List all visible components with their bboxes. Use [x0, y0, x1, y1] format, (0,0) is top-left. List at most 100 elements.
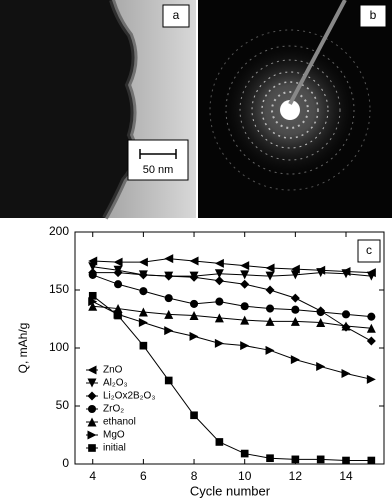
marker: [164, 309, 174, 319]
marker: [138, 307, 148, 317]
marker: [215, 438, 224, 446]
legend-marker: [87, 417, 97, 427]
marker: [214, 338, 224, 348]
marker: [265, 345, 275, 355]
x-tick-label: 8: [191, 469, 198, 483]
marker: [164, 294, 173, 303]
scale-bar-label: 50 nm: [143, 164, 174, 176]
marker: [342, 456, 350, 465]
marker: [290, 270, 300, 280]
marker: [240, 315, 250, 325]
marker: [88, 301, 98, 311]
marker: [341, 369, 351, 379]
legend-marker: [88, 444, 96, 452]
marker: [114, 311, 122, 320]
legend-marker: [87, 404, 97, 414]
marker: [214, 269, 224, 279]
legend-label: ethanol: [103, 417, 136, 428]
marker: [189, 272, 199, 282]
marker: [341, 269, 351, 279]
marker: [265, 263, 275, 273]
marker: [265, 271, 275, 281]
x-tick-label: 10: [238, 469, 252, 483]
chart: c Cycle number Q, mAh/g 0 50 100 150 200 4 6 8 1…: [16, 224, 385, 498]
series-line: [92, 272, 372, 342]
marker: [189, 331, 199, 341]
marker: [215, 297, 224, 306]
marker: [341, 310, 351, 319]
marker: [291, 305, 300, 314]
marker: [164, 326, 174, 336]
marker: [240, 449, 249, 458]
marker: [366, 336, 376, 346]
marker: [189, 299, 199, 308]
marker: [316, 455, 325, 464]
marker: [139, 287, 148, 296]
marker: [164, 376, 173, 385]
tem-image: a 50 nm: [0, 0, 196, 220]
y-tick-label: 0: [62, 456, 69, 470]
legend-label: Li₂Ox2B₂O₃: [103, 391, 155, 402]
marker: [290, 355, 300, 365]
marker: [138, 270, 148, 280]
marker: [316, 307, 325, 317]
marker: [290, 316, 300, 326]
legend-label: Al₂O₃: [103, 378, 128, 389]
marker: [138, 317, 148, 327]
marker: [88, 270, 97, 279]
marker: [113, 268, 123, 278]
y-axis-label: Q, mAh/g: [16, 323, 30, 374]
panel-label: b: [370, 8, 377, 22]
y-tick-label: 100: [49, 340, 69, 354]
y-tick-label: 200: [49, 224, 69, 238]
marker: [164, 271, 174, 281]
marker: [240, 261, 250, 271]
x-tick-label: 6: [140, 469, 147, 483]
marker: [164, 254, 174, 264]
marker: [341, 321, 351, 331]
marker: [291, 455, 300, 464]
marker: [290, 293, 300, 303]
marker: [113, 304, 123, 314]
legend-marker: [87, 391, 97, 401]
series-line: [92, 258, 372, 274]
panel-label: a: [173, 8, 180, 22]
series-line: [92, 266, 372, 277]
x-tick-label: 14: [339, 469, 353, 483]
marker: [366, 271, 376, 281]
legend-marker: [87, 378, 97, 388]
marker: [316, 268, 326, 278]
marker: [189, 311, 199, 321]
marker: [113, 257, 123, 267]
marker: [316, 362, 326, 372]
panel-label: c: [366, 243, 372, 257]
series-line: [92, 295, 372, 462]
marker: [366, 323, 376, 333]
series-line: [92, 274, 372, 318]
x-tick-label: 4: [89, 469, 96, 483]
legend-label: ZnO: [103, 365, 123, 376]
marker: [366, 374, 376, 384]
marker: [214, 313, 224, 323]
marker: [138, 257, 148, 267]
legend-label: initial: [103, 443, 126, 454]
marker: [240, 341, 250, 351]
marker: [214, 258, 224, 268]
marker: [265, 285, 275, 295]
marker: [367, 456, 376, 465]
legend-label: MgO: [103, 430, 125, 441]
legend-marker: [87, 365, 97, 375]
diffraction-image: b: [198, 0, 392, 218]
marker: [265, 316, 275, 326]
series-line: [92, 305, 372, 329]
x-axis-label: Cycle number: [190, 483, 271, 498]
x-tick-label: 12: [289, 469, 303, 483]
marker: [367, 312, 376, 321]
marker: [240, 279, 250, 289]
marker: [266, 454, 274, 463]
legend-marker: [87, 430, 97, 440]
y-tick-label: 150: [49, 282, 69, 296]
legend-label: ZrO₂: [103, 404, 124, 415]
marker: [240, 302, 249, 311]
